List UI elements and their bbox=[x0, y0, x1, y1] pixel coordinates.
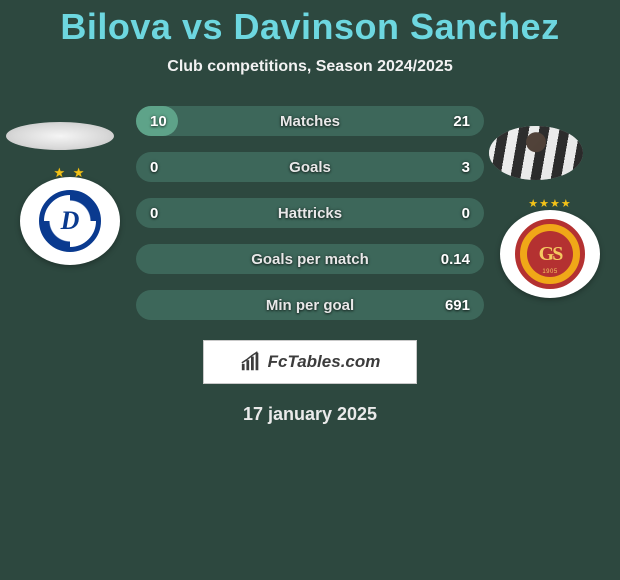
stat-label: Goals bbox=[289, 159, 331, 176]
club-left-letter: D bbox=[39, 190, 101, 252]
stat-label: Matches bbox=[280, 113, 340, 130]
stat-row: 0 Goals 3 bbox=[136, 152, 484, 182]
club-right-monogram: GS bbox=[539, 243, 562, 266]
snapshot-date: 17 january 2025 bbox=[0, 404, 620, 425]
club-left-badge: ★ ★ D bbox=[20, 177, 120, 265]
comparison-subtitle: Club competitions, Season 2024/2025 bbox=[0, 58, 620, 76]
brand-badge: FcTables.com bbox=[203, 340, 417, 384]
stat-value-right: 691 bbox=[445, 297, 470, 314]
stat-row: 0 Hattricks 0 bbox=[136, 198, 484, 228]
club-right-stars-icon: ★★★★ bbox=[528, 197, 571, 210]
stat-value-left: 10 bbox=[150, 113, 167, 130]
comparison-title: Bilova vs Davinson Sanchez bbox=[0, 0, 620, 48]
club-left-stars-icon: ★ ★ bbox=[54, 165, 87, 181]
stat-value-right: 21 bbox=[453, 113, 470, 130]
player-left-avatar bbox=[6, 122, 114, 150]
club-right-year: 1905 bbox=[542, 269, 557, 275]
stat-value-right: 3 bbox=[462, 159, 470, 176]
bar-chart-icon bbox=[240, 351, 262, 373]
stat-label: Goals per match bbox=[251, 251, 369, 268]
stat-row: Goals per match 0.14 bbox=[136, 244, 484, 274]
club-right-badge: ★★★★ GS 1905 bbox=[500, 210, 600, 298]
stat-row: 10 Matches 21 bbox=[136, 106, 484, 136]
stat-value-left: 0 bbox=[150, 205, 158, 222]
stat-label: Min per goal bbox=[266, 297, 354, 314]
player-right-avatar bbox=[489, 126, 583, 180]
stat-row: Min per goal 691 bbox=[136, 290, 484, 320]
brand-label: FcTables.com bbox=[268, 352, 381, 372]
stat-label: Hattricks bbox=[278, 205, 342, 222]
stat-value-right: 0.14 bbox=[441, 251, 470, 268]
stat-value-right: 0 bbox=[462, 205, 470, 222]
stat-value-left: 0 bbox=[150, 159, 158, 176]
